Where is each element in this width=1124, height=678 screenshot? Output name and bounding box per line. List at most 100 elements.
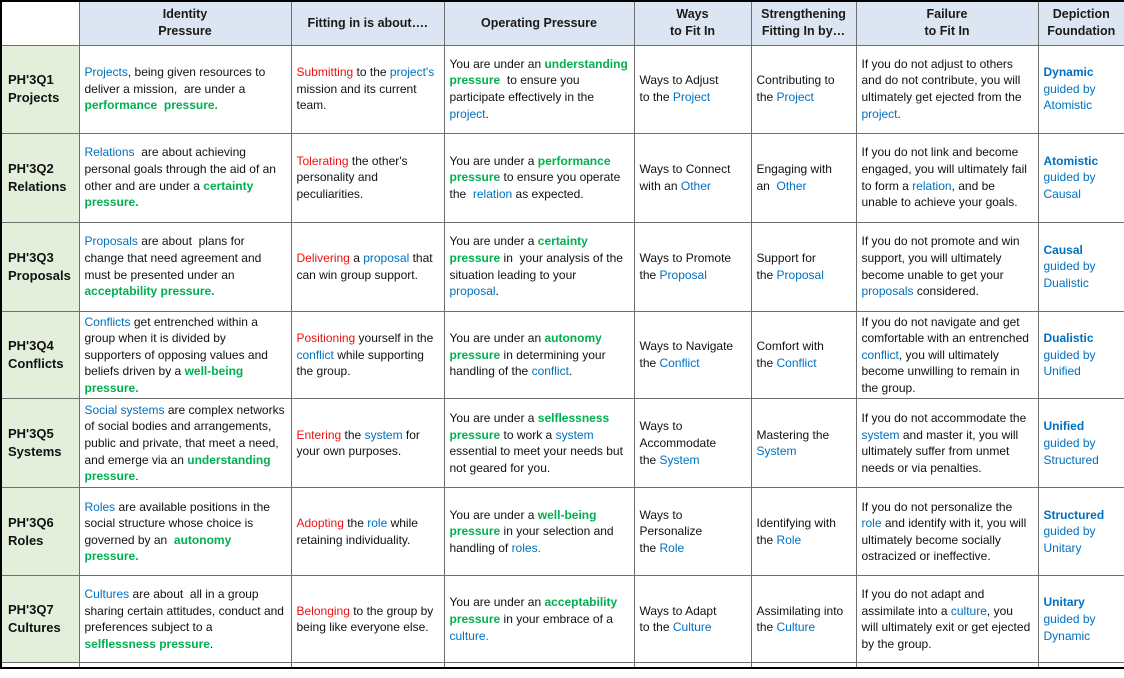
table-row-roles: PH'3Q6 Roles Roles are available position… — [0, 487, 1124, 577]
text-segment: in determining your handling of the — [449, 347, 609, 379]
text-segment: Ways to Connect with an — [639, 161, 731, 193]
text-segment: . — [568, 364, 573, 379]
text-segment: considered. — [913, 284, 979, 299]
cell-ways: Ways to Navigate the Conflict — [633, 310, 752, 400]
text-segment: well-being pressure — [449, 507, 600, 539]
cell-depiction: Dynamic guided by Atomistic — [1037, 44, 1124, 134]
text-segment: , being given resources to deliver a mis… — [84, 65, 269, 96]
text-segment: Tolerating — [296, 153, 349, 168]
filler-cell — [855, 662, 1039, 669]
text-segment: acceptability pressure. — [84, 284, 215, 299]
cell-fitting: Delivering a proposal that can win group… — [290, 221, 445, 312]
row-header-proposals: PH'3Q3 Proposals — [0, 221, 80, 312]
column-header-depiction: Depiction Foundation — [1037, 0, 1124, 46]
cell-ways: Ways to Promote the Proposal — [633, 221, 752, 312]
text-segment: Mastering the — [756, 427, 830, 442]
cell-ways: Ways to Adjust to the Project — [633, 44, 752, 134]
text-segment: proposal — [449, 284, 496, 299]
text-segment: are complex networks of social bodies an… — [84, 402, 288, 467]
cell-operating: You are under an understanding pressure … — [443, 44, 635, 134]
cell-ways: Ways to Connect with an Other — [633, 132, 752, 223]
cell-strengthening: Assimilating into the Culture — [750, 575, 857, 664]
text-segment: Culture — [672, 620, 712, 635]
text-segment: You are under a — [449, 234, 538, 249]
table-row-conflicts: PH'3Q4 Conflicts Conflicts get entrenched… — [0, 310, 1124, 400]
text-segment: project — [861, 106, 898, 121]
text-segment: Ways to Adjust to the — [639, 73, 719, 104]
cell-ways: Ways to Personalize the Role — [633, 487, 752, 577]
cell-operating: You are under an autonomy pressure in de… — [443, 310, 635, 400]
cell-fitting: Submitting to the project's mission and … — [290, 44, 445, 134]
text-segment: while retaining individuality. — [296, 516, 422, 547]
text-segment: relation — [472, 186, 513, 201]
table-row-systems: PH'3Q5 Systems Social systems are complex… — [0, 398, 1124, 489]
text-segment: conflict — [296, 347, 334, 362]
text-segment: project — [449, 106, 486, 121]
text-segment: roles. — [511, 541, 541, 555]
text-segment: If you do not promote and win support, y… — [861, 234, 1023, 282]
filler-cell — [1037, 662, 1124, 669]
text-segment: guided by Unitary — [1043, 524, 1096, 555]
cell-operating: You are under a certainty pressure in yo… — [443, 221, 635, 312]
cell-failure: If you do not link and become engaged, y… — [855, 132, 1039, 223]
text-segment: . — [209, 636, 214, 651]
text-segment: . — [897, 106, 901, 121]
text-segment: Conflicts — [84, 314, 131, 329]
row-header-cultures: PH'3Q7 Cultures — [0, 575, 80, 664]
text-segment: acceptability pressure — [449, 595, 621, 626]
text-segment: Entering — [296, 427, 342, 442]
text-segment: autonomy pressure — [449, 331, 606, 362]
text-segment: Atomistic — [1043, 153, 1099, 168]
filler-cell — [78, 662, 292, 669]
cell-identity: Conflicts get entrenched within a group … — [78, 310, 292, 400]
text-segment: Belonging — [296, 603, 350, 618]
text-segment: in your selection and handling of — [449, 524, 617, 555]
text-segment: Ways to Navigate the — [639, 339, 734, 370]
text-segment: the other's personality and peculiaritie… — [296, 153, 411, 201]
cell-depiction: Dualistic guided by Unified — [1037, 310, 1124, 400]
text-segment: role — [367, 516, 388, 531]
text-segment: guided by Dynamic — [1043, 611, 1096, 643]
cell-strengthening: Contributing to the Project — [750, 44, 857, 134]
text-segment: certainty pressure. — [84, 178, 257, 210]
text-segment: Delivering — [296, 250, 350, 265]
text-segment: and master it, you will ultimately suffe… — [861, 427, 1022, 475]
text-segment: Ways to Accommodate the — [639, 419, 717, 467]
text-segment: Causal — [1043, 242, 1083, 257]
text-segment: Assimilating into the — [756, 603, 844, 635]
text-segment: Proposals — [84, 234, 138, 249]
cell-depiction: Unified guided by Structured — [1037, 398, 1124, 489]
text-segment: selflessness pressure — [449, 411, 613, 442]
text-segment: while supporting the group. — [296, 347, 428, 379]
cell-failure: If you do not personalize the role and i… — [855, 487, 1039, 577]
text-segment: You are under an — [449, 331, 545, 346]
text-segment: Identifying with the — [756, 516, 836, 547]
corner-cell — [0, 0, 80, 46]
text-segment: are about plans for change that need agr… — [84, 234, 265, 282]
text-segment: are about achieving personal goals throu… — [84, 145, 280, 193]
text-segment: system — [555, 427, 594, 442]
text-segment: proposals — [861, 284, 914, 299]
cell-depiction: Causal guided by Dualistic — [1037, 221, 1124, 312]
table-row-proposals: PH'3Q3 Proposals Proposals are about plan… — [0, 221, 1124, 312]
text-segment: Ways to Adapt to the — [639, 603, 717, 635]
text-segment: autonomy pressure. — [84, 532, 235, 564]
text-segment: get entrenched within a group when it is… — [84, 314, 272, 379]
text-segment: Relations — [84, 145, 135, 160]
text-segment: understanding pressure — [84, 452, 274, 484]
text-segment: the — [343, 516, 368, 531]
cell-strengthening: Support for the Proposal — [750, 221, 857, 312]
row-header-projects: PH'3Q1 Projects — [0, 44, 80, 134]
text-segment: You are under a — [449, 153, 538, 168]
row-header-roles: PH'3Q6 Roles — [0, 487, 80, 577]
text-segment: to ensure you participate effectively in… — [449, 73, 598, 104]
text-segment: guided by Unified — [1043, 347, 1096, 379]
text-segment: , you will ultimately exit or get ejecte… — [861, 603, 1034, 651]
cell-fitting: Entering the system for your own purpose… — [290, 398, 445, 489]
text-segment: . — [485, 106, 489, 121]
cell-operating: You are under an acceptability pressure … — [443, 575, 635, 664]
text-segment: Engaging with an — [756, 161, 832, 193]
text-segment: understanding pressure — [449, 56, 632, 88]
